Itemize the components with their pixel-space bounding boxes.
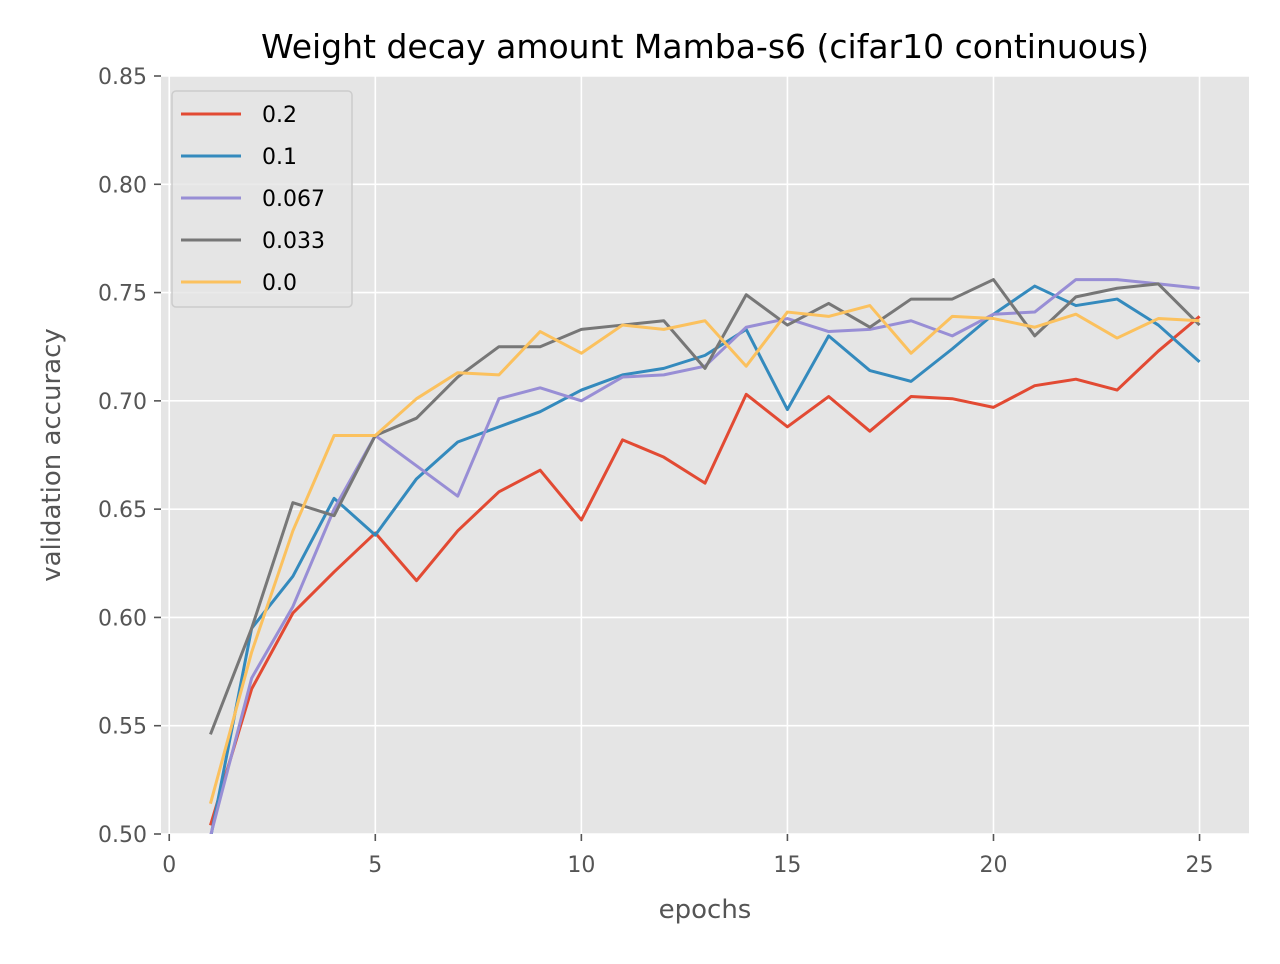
- legend-label: 0.0: [262, 271, 297, 296]
- legend-label: 0.2: [262, 103, 297, 128]
- y-axis-label: validation accuracy: [37, 328, 67, 582]
- legend-label: 0.067: [262, 187, 325, 212]
- y-tick-label: 0.60: [98, 606, 147, 631]
- y-tick-label: 0.80: [98, 173, 147, 198]
- legend-label: 0.033: [262, 229, 325, 254]
- x-tick-label: 25: [1186, 853, 1214, 878]
- y-tick-label: 0.70: [98, 390, 147, 415]
- x-tick-label: 20: [979, 853, 1007, 878]
- y-tick-label: 0.55: [98, 715, 147, 740]
- legend-box: [171, 90, 353, 308]
- x-tick-label: 5: [368, 853, 382, 878]
- legend: 0.2 0.1 0.067 0.033 0.0: [171, 90, 353, 308]
- x-tick-label: 10: [567, 853, 595, 878]
- grid-lines: [161, 75, 1249, 835]
- y-tick-label: 0.50: [98, 823, 147, 848]
- series-line-4: [209, 304, 1200, 805]
- y-tick-label: 0.85: [98, 65, 147, 90]
- x-tick-label: 0: [162, 853, 176, 878]
- x-tick-label: 15: [773, 853, 801, 878]
- y-tick-label: 0.75: [98, 282, 147, 307]
- x-axis-label: epochs: [659, 895, 752, 925]
- series-line-1: [209, 284, 1201, 834]
- y-tick-label: 0.65: [98, 498, 147, 523]
- series-lines: [209, 278, 1201, 834]
- chart-title: Weight decay amount Mamba-s6 (cifar10 co…: [261, 27, 1149, 66]
- legend-label: 0.1: [262, 145, 297, 170]
- axis-ticks: 0 5 10 15 20 25 0.50 0.55 0.60 0.65 0.70 0.75 0.80 0.…: [98, 65, 1214, 878]
